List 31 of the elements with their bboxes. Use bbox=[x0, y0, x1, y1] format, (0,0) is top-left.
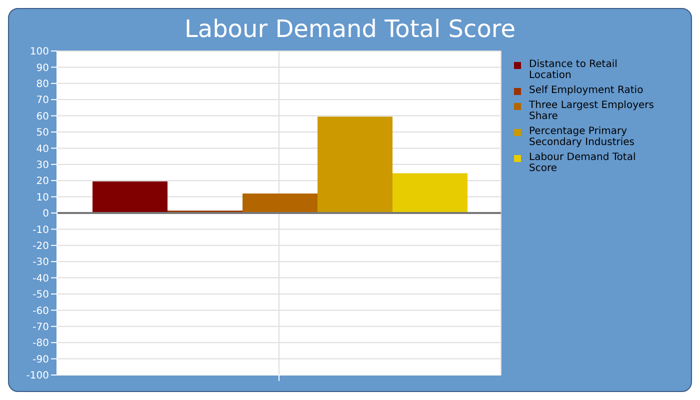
legend-label: Percentage Primary Secondary Industries bbox=[529, 126, 636, 148]
y-tick-label: 70 bbox=[36, 95, 49, 106]
bar bbox=[318, 116, 393, 213]
y-tick-label: 40 bbox=[36, 144, 49, 155]
y-tick-label: 10 bbox=[36, 192, 49, 204]
y-tick-label: 50 bbox=[36, 128, 49, 139]
y-tick-label: -40 bbox=[32, 273, 49, 284]
legend-label: Distance to Retail Location bbox=[529, 59, 618, 81]
y-tick-label: 60 bbox=[36, 111, 49, 122]
y-tick-label: -90 bbox=[32, 354, 49, 366]
legend-label: Self Employment Ratio bbox=[529, 85, 644, 96]
y-tick-label: -20 bbox=[32, 240, 49, 252]
y-tick-label: -70 bbox=[32, 322, 49, 333]
y-tick-label: -10 bbox=[32, 224, 49, 236]
y-tick-label: -100 bbox=[26, 370, 49, 382]
y-tick-label: -50 bbox=[32, 290, 49, 301]
chart-title: Labour Demand Total Score bbox=[183, 15, 516, 43]
y-tick-label: 30 bbox=[36, 160, 49, 171]
bar bbox=[92, 181, 168, 213]
bar bbox=[242, 194, 318, 213]
y-tick-label: -30 bbox=[32, 257, 49, 268]
y-tick-label: -60 bbox=[32, 306, 49, 317]
y-tick-label: -80 bbox=[32, 338, 49, 350]
y-tick-label: 80 bbox=[36, 78, 49, 90]
y-tick-label: 20 bbox=[36, 176, 49, 188]
y-tick-label: 90 bbox=[36, 62, 49, 74]
y-tick-label: 100 bbox=[30, 46, 49, 58]
y-tick-label: 0 bbox=[42, 208, 49, 220]
legend-label: Three Largest Employers Share bbox=[529, 100, 655, 122]
legend-label: Labour Demand Total Score bbox=[529, 152, 637, 174]
bar bbox=[392, 173, 468, 213]
